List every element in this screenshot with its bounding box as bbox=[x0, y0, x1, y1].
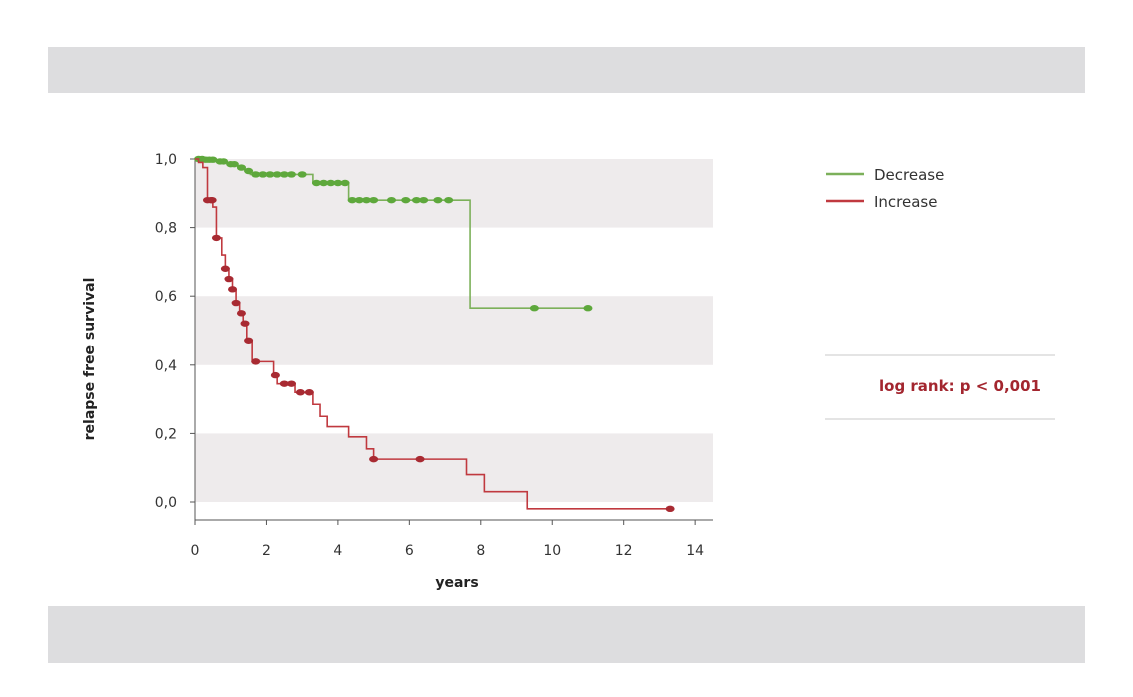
censor-marker-increase bbox=[220, 265, 230, 272]
censor-marker-decrease bbox=[251, 171, 261, 178]
series-layer bbox=[194, 155, 675, 513]
x-tick-label: 10 bbox=[543, 543, 561, 559]
y-tick-label: 0,4 bbox=[155, 358, 177, 374]
censor-marker-decrease bbox=[419, 196, 429, 204]
x-tick-label: 8 bbox=[476, 543, 485, 559]
censor-marker-increase bbox=[369, 455, 379, 463]
censor-marker-increase bbox=[251, 358, 261, 365]
censor-marker-increase bbox=[286, 380, 296, 387]
censor-marker-decrease bbox=[279, 171, 289, 178]
censor-marker-increase bbox=[240, 320, 250, 327]
censor-marker-increase bbox=[244, 337, 254, 344]
censor-marker-decrease bbox=[347, 196, 357, 204]
censor-marker-decrease bbox=[236, 164, 246, 171]
x-tick-label: 0 bbox=[191, 543, 200, 559]
censor-marker-decrease bbox=[433, 196, 443, 204]
legend: Decrease Increase bbox=[826, 166, 944, 211]
censor-marker-decrease bbox=[386, 196, 396, 204]
censor-marker-increase bbox=[228, 286, 238, 293]
censor-marker-decrease bbox=[319, 179, 329, 187]
series-line-increase bbox=[195, 158, 671, 510]
censor-marker-decrease bbox=[258, 171, 268, 178]
x-tick-label: 2 bbox=[262, 543, 271, 559]
censor-marker-decrease bbox=[219, 158, 229, 165]
y-axis-title: relapse free survival bbox=[82, 278, 98, 441]
censor-marker-decrease bbox=[401, 196, 411, 204]
x-tick-label: 14 bbox=[686, 543, 704, 559]
censor-marker-increase bbox=[270, 371, 280, 379]
censor-marker-increase bbox=[295, 389, 305, 396]
censor-marker-decrease bbox=[529, 305, 539, 312]
top-band bbox=[48, 47, 1085, 93]
censor-marker-increase bbox=[665, 505, 675, 513]
censor-marker-increase bbox=[304, 389, 314, 396]
censor-marker-decrease bbox=[244, 167, 254, 175]
censor-marker-decrease bbox=[297, 171, 307, 178]
censor-marker-increase bbox=[207, 196, 217, 204]
censor-marker-decrease bbox=[326, 179, 336, 187]
x-tick-label: 12 bbox=[615, 543, 633, 559]
y-tick-label: 0,0 bbox=[155, 495, 177, 511]
censor-marker-increase bbox=[231, 299, 241, 307]
grid-bands bbox=[195, 159, 713, 502]
censor-marker-decrease bbox=[583, 305, 593, 312]
log-rank-annotation: log rank: p < 0,001 bbox=[879, 377, 1041, 395]
censor-marker-decrease bbox=[411, 196, 421, 204]
censor-marker-increase bbox=[279, 380, 289, 387]
censor-marker-decrease bbox=[340, 179, 350, 187]
censor-marker-increase bbox=[224, 275, 234, 283]
censor-marker-decrease bbox=[265, 171, 275, 178]
y-tick-label: 1,0 bbox=[155, 152, 177, 168]
censor-marker-decrease bbox=[229, 160, 239, 168]
censor-marker-decrease bbox=[361, 196, 371, 204]
x-axis-title: years bbox=[435, 575, 478, 591]
grid-band bbox=[195, 296, 713, 365]
bottom-band bbox=[48, 606, 1085, 663]
grid-band bbox=[195, 159, 713, 228]
grid-band bbox=[195, 433, 713, 502]
censor-marker-decrease bbox=[208, 156, 218, 163]
censor-marker-decrease bbox=[272, 171, 282, 178]
censor-marker-decrease bbox=[333, 179, 343, 187]
x-tick-label: 6 bbox=[405, 543, 414, 559]
censor-marker-decrease bbox=[354, 196, 364, 204]
censor-marker-increase bbox=[236, 310, 246, 317]
censor-marker-decrease bbox=[286, 171, 296, 178]
censor-marker-decrease bbox=[369, 196, 379, 204]
censor-marker-increase bbox=[415, 455, 425, 463]
y-tick-label: 0,6 bbox=[155, 289, 177, 305]
legend-label-increase: Increase bbox=[874, 193, 937, 211]
axes: 1,0 0,8 0,6 0,4 0,2 0,0 0 2 4 6 8 10 12 14 bbox=[155, 152, 713, 559]
censor-marker-increase bbox=[211, 234, 221, 242]
y-tick-label: 0,8 bbox=[155, 221, 177, 237]
y-tick-label: 0,2 bbox=[155, 426, 177, 442]
x-tick-label: 4 bbox=[333, 543, 342, 559]
censor-marker-decrease bbox=[444, 196, 454, 204]
legend-label-decrease: Decrease bbox=[874, 166, 944, 184]
censor-marker-decrease bbox=[311, 179, 321, 187]
